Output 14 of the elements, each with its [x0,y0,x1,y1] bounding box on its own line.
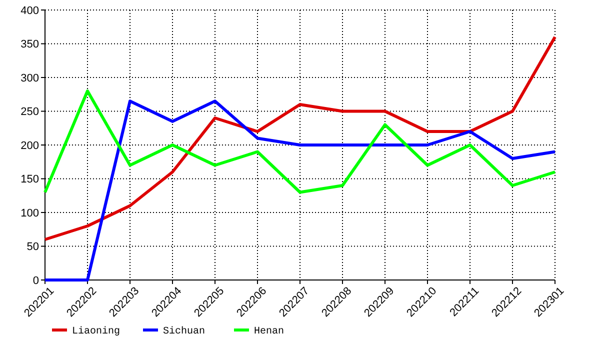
legend-label: Sichuan [163,326,206,338]
y-tick-label: 150 [20,174,39,186]
line-series [44,90,556,194]
legend-label: Liaoning [72,326,120,338]
y-tick-label: 400 [20,4,39,17]
y-tick-label: 200 [20,140,39,152]
y-tick-label: 50 [26,241,39,254]
y-tick-label: 0 [32,274,39,287]
y-tick-label: 250 [20,106,39,118]
y-tick-label: 350 [20,38,39,51]
legend-label: Henan [254,326,284,338]
y-tick-label: 300 [20,72,39,84]
y-tick-label: 100 [20,207,39,220]
line-series [44,36,556,241]
